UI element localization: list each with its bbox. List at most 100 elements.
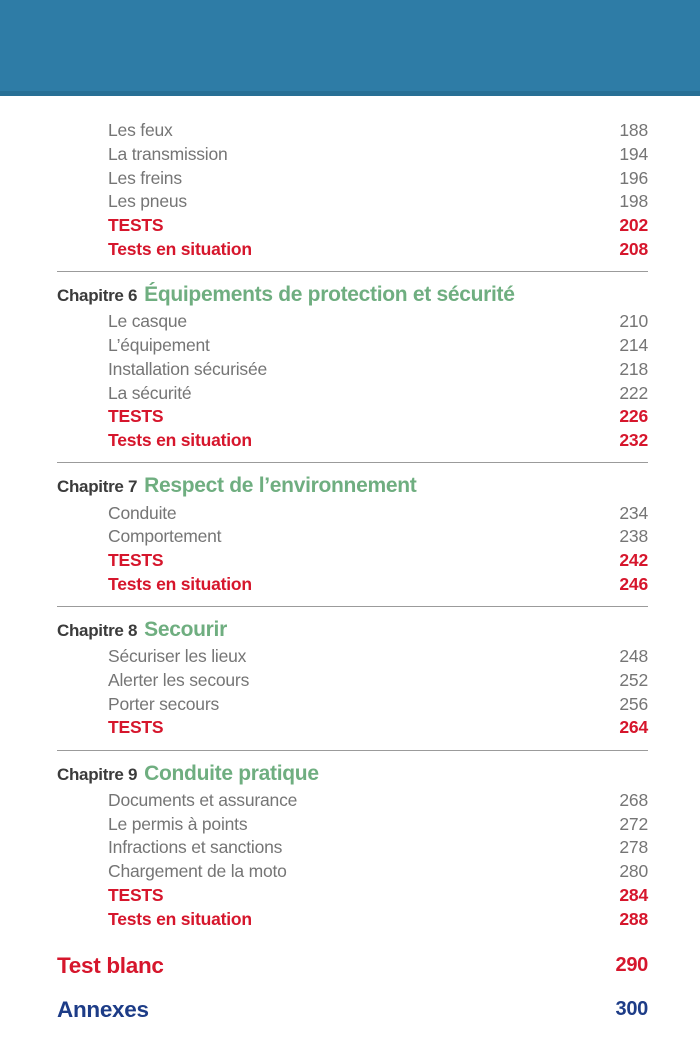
toc-entry-page-number: 248 (619, 646, 648, 667)
toc-row: La sécurité 222 (57, 381, 648, 405)
toc-entry-page-number: 194 (619, 144, 648, 165)
toc-row: Les feux 188 (57, 119, 648, 143)
toc-entry-page-number: 256 (619, 693, 648, 714)
toc-entry-page-number: 214 (619, 335, 648, 356)
chapter-number-label: Chapitre 9 (57, 764, 138, 784)
toc-entry-label: Documents et assurance (108, 790, 298, 811)
toc-entry-page-number: 234 (619, 502, 648, 523)
toc-entry-page-number: 268 (619, 790, 648, 811)
toc-row: Sécuriser les lieux 248 (57, 645, 648, 669)
toc-entry-label: TESTS (108, 215, 164, 236)
toc-entry-page-number: 232 (619, 429, 648, 450)
toc-entry-page-number: 210 (619, 311, 648, 332)
chapter-heading: Chapitre 8 Secourir (57, 618, 648, 645)
toc-row: Porter secours 256 (57, 692, 648, 716)
toc-entry-label: Le permis à points (108, 813, 248, 834)
toc-section: Chapitre 9 Conduite pratique Documents et … (57, 749, 648, 941)
toc-content: Les feux 188 La transmission 194 Les freins 1… (0, 96, 700, 1025)
toc-footer-entry-annexes: Annexes 300 (57, 995, 648, 1025)
toc-entry-page-number: 272 (619, 813, 648, 834)
toc-row: Installation sécurisée 218 (57, 358, 648, 382)
toc-row: TESTS 226 (57, 405, 648, 429)
chapter-title: Équipements de protection et sécurité (144, 283, 515, 307)
toc-row: Chargement de la moto 280 (57, 860, 648, 884)
toc-footer-label: Annexes (57, 996, 149, 1022)
chapter-heading: Chapitre 7 Respect de l’environnement (57, 474, 648, 501)
toc-entry-label: Tests en situation (108, 573, 252, 594)
header-bar (0, 0, 700, 96)
toc-row: Conduite 234 (57, 501, 648, 525)
toc-entry-page-number: 280 (619, 861, 648, 882)
toc-entry-label: Tests en situation (108, 429, 252, 450)
toc-footer-entry-test-blanc: Test blanc 290 (57, 951, 648, 981)
toc-section: Chapitre 8 Secourir Sécuriser les lieux 248… (57, 606, 648, 750)
toc-row: Tests en situation 246 (57, 572, 648, 596)
toc-entry-page-number: 202 (619, 215, 648, 236)
toc-entry-page-number: 252 (619, 670, 648, 691)
toc-footer-page-number: 300 (615, 998, 649, 1021)
chapter-heading: Chapitre 6 Équipements de protection et s… (57, 283, 648, 310)
toc-entry-label: Le casque (108, 311, 187, 332)
chapter-heading: Chapitre 9 Conduite pratique (57, 762, 648, 789)
toc-row: Les pneus 198 (57, 190, 648, 214)
toc-entry-label: La transmission (108, 144, 228, 165)
toc-row: Documents et assurance 268 (57, 789, 648, 813)
toc-row: Tests en situation 232 (57, 429, 648, 453)
toc-row: Le casque 210 (57, 310, 648, 334)
toc-row: Alerter les secours 252 (57, 669, 648, 693)
toc-entry-label: Les freins (108, 167, 182, 188)
toc-row: Le permis à points 272 (57, 812, 648, 836)
chapter-title: Respect de l’environnement (144, 474, 417, 498)
toc-entry-label: Chargement de la moto (108, 861, 287, 882)
toc-entry-label: Infractions et sanctions (108, 837, 283, 858)
toc-entry-label: Tests en situation (108, 238, 252, 259)
toc-entry-label: La sécurité (108, 382, 192, 403)
chapter-number-label: Chapitre 8 (57, 621, 138, 640)
toc-entry-label: Comportement (108, 526, 222, 547)
toc-entry-page-number: 288 (619, 908, 648, 929)
toc-entry-page-number: 196 (619, 167, 648, 188)
toc-footer-label: Test blanc (57, 952, 164, 978)
toc-entry-label: Alerter les secours (108, 670, 250, 691)
toc-entry-page-number: 198 (619, 191, 648, 212)
toc-entry-label: Les pneus (108, 191, 187, 212)
toc-entry-page-number: 218 (619, 358, 648, 379)
chapter-title: Secourir (144, 618, 227, 641)
toc-entry-label: L’équipement (108, 335, 210, 356)
toc-entry-label: Sécuriser les lieux (108, 646, 247, 667)
toc-row: L’équipement 214 (57, 334, 648, 358)
chapter-title: Conduite pratique (144, 761, 319, 785)
toc-row: La transmission 194 (57, 143, 648, 167)
toc-entry-label: TESTS (108, 717, 164, 738)
toc-entry-page-number: 188 (619, 120, 648, 141)
toc-footer-page-number: 290 (615, 954, 649, 977)
toc-row: TESTS 264 (57, 716, 648, 740)
toc-row: Infractions et sanctions 278 (57, 836, 648, 860)
toc-entry-label: Les feux (108, 120, 173, 141)
toc-entry-page-number: 222 (619, 382, 648, 403)
toc-entry-page-number: 208 (619, 238, 648, 259)
toc-row: Comportement 238 (57, 525, 648, 549)
toc-row: TESTS 284 (57, 884, 648, 908)
toc-entry-page-number: 226 (619, 406, 648, 427)
toc-section: Les feux 188 La transmission 194 Les freins 1… (57, 119, 648, 271)
toc-entry-page-number: 242 (619, 549, 648, 570)
toc-entry-page-number: 284 (619, 884, 648, 905)
toc-entry-label: Conduite (108, 502, 177, 523)
toc-entry-label: Installation sécurisée (108, 358, 268, 379)
toc-entry-label: Tests en situation (108, 908, 252, 929)
toc-entry-label: TESTS (108, 549, 164, 570)
toc-entry-page-number: 238 (619, 526, 648, 547)
toc-row: Tests en situation 208 (57, 237, 648, 261)
toc-row: Tests en situation 288 (57, 907, 648, 931)
chapter-number-label: Chapitre 6 (57, 286, 138, 306)
chapter-number-label: Chapitre 7 (57, 477, 138, 497)
toc-entry-label: Porter secours (108, 693, 219, 714)
toc-row: TESTS 202 (57, 214, 648, 238)
toc-entry-page-number: 246 (619, 573, 648, 594)
toc-entry-label: TESTS (108, 884, 164, 905)
toc-entry-page-number: 278 (619, 837, 648, 858)
toc-entry-page-number: 264 (619, 717, 648, 738)
toc-section: Chapitre 7 Respect de l’environnement Cond… (57, 462, 648, 606)
